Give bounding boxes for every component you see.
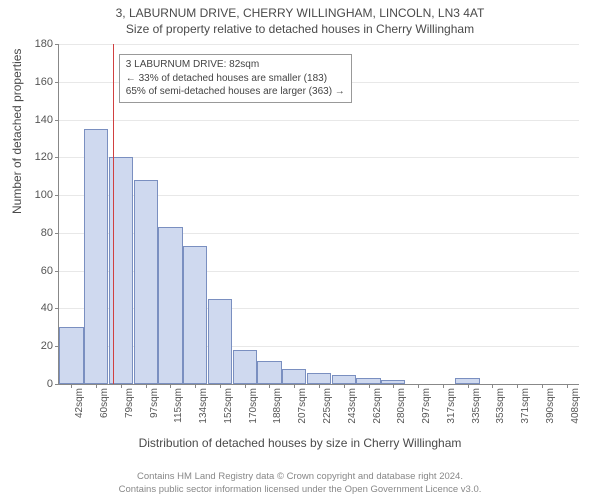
caption-line2: Contains public sector information licen…: [0, 484, 600, 496]
ytick-label: 100: [23, 189, 53, 201]
xtick-mark: [220, 384, 221, 388]
histogram-bar: [282, 369, 306, 384]
xtick-label: 243sqm: [347, 388, 358, 438]
histogram-bar: [158, 227, 182, 384]
xtick-label: 408sqm: [570, 388, 581, 438]
xtick-mark: [369, 384, 370, 388]
ytick-label: 120: [23, 151, 53, 163]
annotation-line: 3 LABURNUM DRIVE: 82sqm: [126, 58, 345, 72]
copyright-caption: Contains HM Land Registry data © Crown c…: [0, 471, 600, 496]
xtick-label: 317sqm: [446, 388, 457, 438]
xtick-label: 170sqm: [248, 388, 259, 438]
xtick-mark: [245, 384, 246, 388]
ytick-mark: [55, 44, 59, 45]
ytick-mark: [55, 195, 59, 196]
ytick-label: 160: [23, 76, 53, 88]
xtick-label: 97sqm: [149, 388, 160, 438]
ytick-mark: [55, 308, 59, 309]
xtick-label: 297sqm: [421, 388, 432, 438]
histogram-bar: [134, 180, 158, 384]
xtick-mark: [319, 384, 320, 388]
ytick-label: 140: [23, 114, 53, 126]
ytick-mark: [55, 271, 59, 272]
xtick-label: 207sqm: [297, 388, 308, 438]
ytick-label: 40: [23, 302, 53, 314]
xtick-mark: [146, 384, 147, 388]
ytick-mark: [55, 82, 59, 83]
plot-area: 02040608010012014016018042sqm60sqm79sqm9…: [58, 44, 579, 385]
xtick-label: 79sqm: [124, 388, 135, 438]
xtick-label: 353sqm: [495, 388, 506, 438]
x-axis-label: Distribution of detached houses by size …: [0, 436, 600, 450]
xtick-mark: [468, 384, 469, 388]
xtick-mark: [170, 384, 171, 388]
xtick-mark: [443, 384, 444, 388]
gridline: [59, 157, 579, 158]
xtick-label: 42sqm: [74, 388, 85, 438]
histogram-chart: 02040608010012014016018042sqm60sqm79sqm9…: [58, 44, 578, 384]
page-title-line2: Size of property relative to detached ho…: [0, 20, 600, 36]
xtick-mark: [567, 384, 568, 388]
gridline: [59, 44, 579, 45]
ytick-label: 0: [23, 378, 53, 390]
xtick-label: 335sqm: [471, 388, 482, 438]
ytick-label: 60: [23, 265, 53, 277]
ytick-label: 180: [23, 38, 53, 50]
xtick-mark: [344, 384, 345, 388]
histogram-bar: [307, 373, 331, 384]
xtick-mark: [269, 384, 270, 388]
annotation-line: ← 33% of detached houses are smaller (18…: [126, 72, 345, 86]
xtick-mark: [517, 384, 518, 388]
ytick-mark: [55, 120, 59, 121]
xtick-mark: [393, 384, 394, 388]
ytick-mark: [55, 233, 59, 234]
xtick-label: 115sqm: [173, 388, 184, 438]
histogram-bar: [183, 246, 207, 384]
histogram-bar: [59, 327, 83, 384]
xtick-label: 280sqm: [396, 388, 407, 438]
xtick-mark: [71, 384, 72, 388]
xtick-mark: [542, 384, 543, 388]
xtick-mark: [418, 384, 419, 388]
ytick-label: 80: [23, 227, 53, 239]
histogram-bar: [233, 350, 257, 384]
annotation-line: 65% of semi-detached houses are larger (…: [126, 85, 345, 99]
xtick-label: 390sqm: [545, 388, 556, 438]
histogram-bar: [84, 129, 108, 384]
ytick-mark: [55, 157, 59, 158]
xtick-label: 60sqm: [99, 388, 110, 438]
xtick-label: 225sqm: [322, 388, 333, 438]
xtick-mark: [96, 384, 97, 388]
ytick-label: 20: [23, 340, 53, 352]
xtick-mark: [195, 384, 196, 388]
xtick-mark: [121, 384, 122, 388]
annotation-box: 3 LABURNUM DRIVE: 82sqm← 33% of detached…: [119, 54, 352, 103]
histogram-bar: [257, 361, 281, 384]
xtick-label: 188sqm: [272, 388, 283, 438]
gridline: [59, 120, 579, 121]
xtick-label: 134sqm: [198, 388, 209, 438]
reference-line: [113, 44, 114, 384]
xtick-mark: [492, 384, 493, 388]
caption-line1: Contains HM Land Registry data © Crown c…: [0, 471, 600, 483]
histogram-bar: [332, 375, 356, 384]
ytick-mark: [55, 384, 59, 385]
xtick-label: 262sqm: [372, 388, 383, 438]
histogram-bar: [208, 299, 232, 384]
y-axis-label: Number of detached properties: [10, 49, 24, 214]
xtick-label: 152sqm: [223, 388, 234, 438]
xtick-mark: [294, 384, 295, 388]
page-title-line1: 3, LABURNUM DRIVE, CHERRY WILLINGHAM, LI…: [0, 0, 600, 20]
xtick-label: 371sqm: [520, 388, 531, 438]
